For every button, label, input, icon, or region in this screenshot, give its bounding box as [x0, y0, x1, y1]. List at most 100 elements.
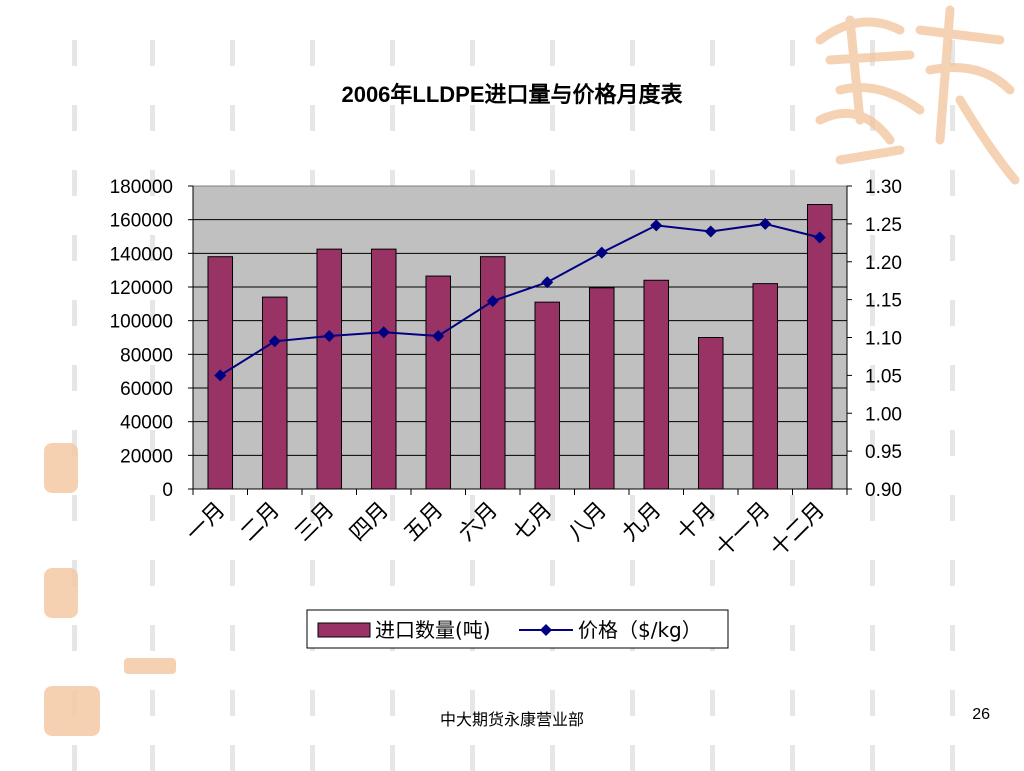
background-dash	[470, 690, 475, 716]
background-dash	[390, 745, 395, 771]
background-dash	[870, 495, 875, 521]
background-dash	[310, 105, 315, 131]
bar-11	[752, 283, 779, 490]
background-dash	[870, 430, 875, 456]
left-axis-tick-label: 60000	[120, 379, 173, 400]
background-dash	[470, 40, 475, 66]
background-dash	[72, 300, 77, 326]
background-dash	[950, 170, 955, 196]
background-dash	[950, 745, 955, 771]
background-dash	[790, 170, 795, 196]
background-dash	[550, 105, 555, 131]
background-dash	[870, 170, 875, 196]
right-axis-tick-label: 1.30	[865, 177, 902, 198]
background-dash	[470, 495, 475, 521]
background-dash	[150, 170, 155, 196]
seal-stamp	[44, 568, 78, 618]
background-dash	[870, 365, 875, 391]
seal-stamp	[44, 443, 78, 493]
price-point-10	[704, 225, 717, 238]
background-dash	[72, 170, 77, 196]
bar-5	[425, 275, 452, 490]
background-dash	[150, 625, 155, 651]
background-dash	[230, 105, 235, 131]
background-dash	[72, 235, 77, 261]
background-dash	[710, 40, 715, 66]
background-dash	[150, 300, 155, 326]
x-axis-category-label: 二月	[236, 498, 285, 547]
background-dash	[870, 300, 875, 326]
legend-box	[306, 609, 729, 649]
bar-8	[588, 287, 615, 490]
background-dash	[870, 560, 875, 586]
price-point-6	[486, 295, 499, 308]
background-dash	[550, 40, 555, 66]
background-dash	[950, 40, 955, 66]
background-dash	[710, 170, 715, 196]
background-dash	[150, 40, 155, 66]
background-dash	[550, 495, 555, 521]
right-axis-tick-label: 1.20	[865, 253, 902, 274]
background-dash	[390, 690, 395, 716]
x-axis-category-label: 六月	[454, 498, 503, 547]
background-dash	[950, 495, 955, 521]
left-axis-tick-label: 180000	[110, 177, 173, 198]
price-point-2	[268, 335, 281, 348]
calligraphy-decoration	[800, 0, 1024, 200]
background-dash	[630, 40, 635, 66]
x-axis-category-label: 四月	[345, 498, 394, 547]
background-dash	[390, 560, 395, 586]
background-dash	[790, 40, 795, 66]
price-point-11	[759, 217, 772, 230]
price-point-3	[323, 329, 336, 342]
bar-6	[479, 256, 506, 490]
background-dash	[630, 495, 635, 521]
background-dash	[950, 105, 955, 131]
background-dash	[72, 365, 77, 391]
bar-12	[806, 204, 833, 490]
background-dash	[230, 625, 235, 651]
background-dash	[470, 745, 475, 771]
background-dash	[950, 365, 955, 391]
background-dash	[390, 170, 395, 196]
background-dash	[870, 625, 875, 651]
background-dash	[390, 105, 395, 131]
bar-2	[261, 296, 288, 490]
background-dash	[150, 560, 155, 586]
background-dash	[72, 495, 77, 521]
background-dash	[230, 40, 235, 66]
background-dash	[150, 365, 155, 391]
background-dash	[550, 745, 555, 771]
plot-background	[192, 185, 848, 490]
bar-9	[643, 279, 670, 490]
calligraphy-decoration-graphic	[815, 5, 1020, 185]
background-dash	[790, 625, 795, 651]
left-axis-tick-label: 140000	[110, 244, 173, 265]
left-axis-tick-label: 20000	[120, 446, 173, 467]
x-axis-category-label: 八月	[563, 498, 612, 547]
left-axis-tick-label: 160000	[110, 211, 173, 232]
plot-area: 0 20000 40000 60000 80000 100000 120000 140000 1…	[110, 177, 902, 562]
price-point-7	[541, 276, 554, 289]
right-axis-tick-label: 1.05	[865, 366, 902, 387]
background-dash	[950, 690, 955, 716]
seal-stamp	[44, 686, 100, 736]
right-axis-tick-label: 1.00	[865, 404, 902, 425]
background-dash	[710, 105, 715, 131]
background-dash	[950, 625, 955, 651]
background-dash	[630, 690, 635, 716]
background-dash	[470, 170, 475, 196]
bar-7	[534, 301, 561, 490]
background-dash	[790, 745, 795, 771]
bar-10	[697, 337, 724, 490]
background-dash	[630, 170, 635, 196]
price-point-4	[377, 326, 390, 339]
price-line	[219, 222, 820, 377]
chart-title: 2006年LLDPE进口量与价格月度表	[341, 82, 683, 107]
background-dash	[72, 430, 77, 456]
background-dash	[310, 690, 315, 716]
background-dash	[72, 625, 77, 651]
background-dash	[310, 170, 315, 196]
background-dash	[72, 105, 77, 131]
background-dash	[230, 495, 235, 521]
